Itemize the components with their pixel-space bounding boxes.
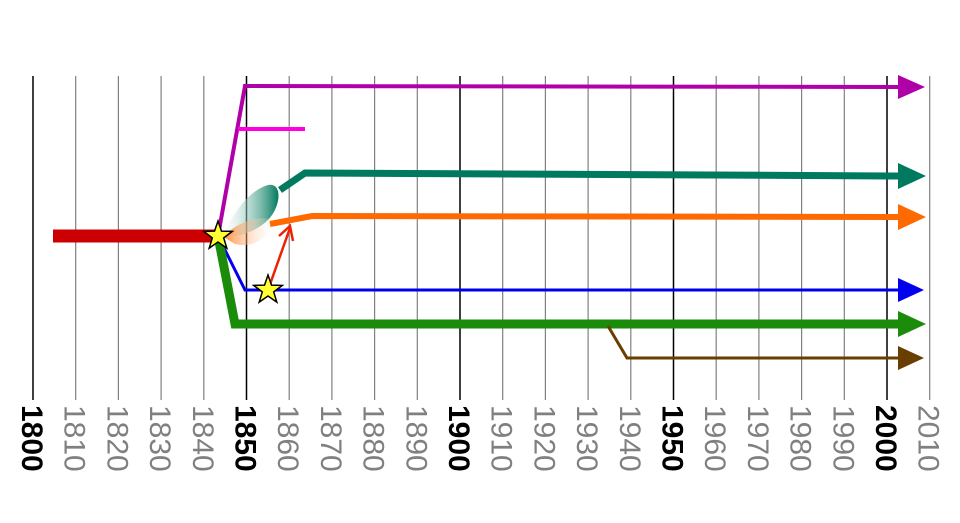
year-label-1890: 1890 <box>399 405 432 472</box>
year-label-1930: 1930 <box>570 405 603 472</box>
star-icon <box>201 218 235 250</box>
year-label-1960: 1960 <box>698 405 731 472</box>
year-label-1940: 1940 <box>613 405 646 472</box>
year-label-1860: 1860 <box>271 405 304 472</box>
year-label-1920: 1920 <box>527 405 560 472</box>
blue-branch-line <box>216 235 900 292</box>
year-label-1800: 1800 <box>15 405 48 472</box>
year-label-1840: 1840 <box>186 405 219 472</box>
year-label-1850: 1850 <box>229 405 262 472</box>
teal-arrowhead <box>898 163 926 189</box>
year-label-1990: 1990 <box>826 405 859 472</box>
teal-transition-shape <box>222 184 279 237</box>
year-label-1870: 1870 <box>314 405 347 472</box>
purple-branch-line <box>216 83 901 237</box>
year-label-1830: 1830 <box>143 405 176 472</box>
year-label-1880: 1880 <box>357 405 390 472</box>
year-label-1810: 1810 <box>58 405 91 472</box>
red-transfer-arrowhead <box>278 223 295 242</box>
brown-branch-line <box>606 325 900 360</box>
brown-arrowhead <box>898 346 924 370</box>
blue-arrowhead <box>898 278 924 302</box>
orange-branch-line <box>269 212 901 227</box>
year-axis-labels: 1800 1810 1820 1830 1840 1850 1860 1870 1880 1890… <box>15 405 945 472</box>
teal-branch-line <box>278 169 901 193</box>
star-icon <box>251 272 285 304</box>
green-branch-line <box>213 235 900 329</box>
red-transfer-arrow <box>266 227 292 291</box>
lineage-branches <box>53 75 926 370</box>
year-label-1820: 1820 <box>100 405 133 472</box>
green-arrowhead <box>898 311 926 337</box>
year-label-2000: 2000 <box>869 405 902 472</box>
year-label-1900: 1900 <box>442 405 475 472</box>
year-label-1910: 1910 <box>485 405 518 472</box>
orange-transition-shape <box>222 218 275 245</box>
year-label-1970: 1970 <box>741 405 774 472</box>
year-label-1950: 1950 <box>656 405 689 472</box>
purple-arrowhead <box>898 75 925 99</box>
year-label-2010: 2010 <box>912 405 945 472</box>
year-label-1980: 1980 <box>784 405 817 472</box>
orange-arrowhead <box>898 204 926 230</box>
